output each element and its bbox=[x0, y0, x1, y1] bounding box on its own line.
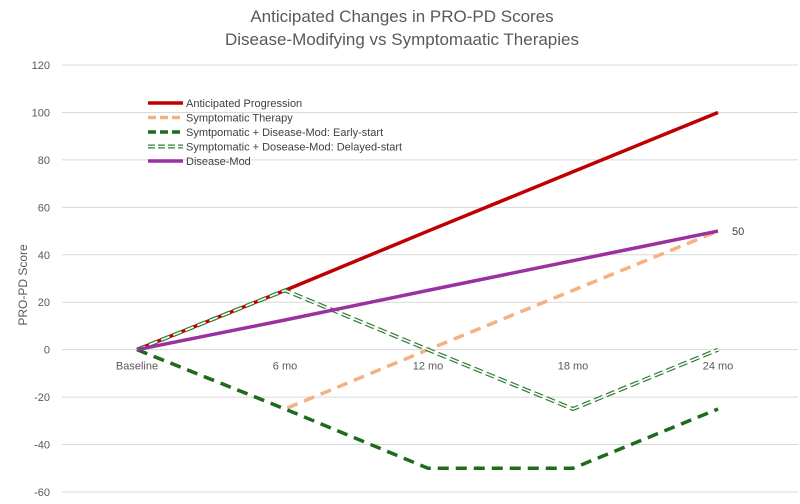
legend-item: Disease-Mod bbox=[148, 156, 251, 168]
data-label: 50 bbox=[732, 226, 744, 238]
gridlines bbox=[62, 64, 798, 493]
chart-title-line-2: Disease-Modifying vs Symptomaatic Therap… bbox=[225, 30, 579, 49]
legend-label: Symptomatic + Dosease-Mod: Delayed-start bbox=[186, 142, 402, 154]
y-tick-label: -60 bbox=[34, 487, 50, 499]
y-tick-label: -20 bbox=[34, 392, 50, 404]
y-axis-title: PRO-PD Score bbox=[16, 244, 30, 326]
y-tick-label: 40 bbox=[38, 250, 50, 262]
legend: Anticipated Progression Symptomatic Thera… bbox=[148, 98, 402, 168]
series-line-4-inner bbox=[136, 289, 719, 410]
y-tick-label: 80 bbox=[38, 155, 50, 167]
legend-item: Anticipated Progression bbox=[148, 98, 302, 110]
legend-item: Symptomatic + Dosease-Mod: Delayed-start bbox=[148, 142, 402, 154]
legend-label: Anticipated Progression bbox=[186, 98, 302, 110]
data-labels: 50 bbox=[732, 226, 744, 238]
y-tick-label: 0 bbox=[44, 345, 50, 357]
y-tick-label: 20 bbox=[38, 297, 50, 309]
x-tick-label: 6 mo bbox=[273, 361, 297, 373]
y-tick-label: 60 bbox=[38, 202, 50, 214]
legend-label: Symptomatic Therapy bbox=[186, 113, 293, 125]
x-tick-label: Baseline bbox=[116, 361, 158, 373]
y-axis-ticks: -60 -40 -20 0 20 40 60 80 100 120 bbox=[32, 60, 50, 499]
series-line-5 bbox=[136, 229, 719, 352]
x-tick-label: 18 mo bbox=[558, 361, 589, 373]
legend-label: Symtpomatic + Disease-Mod: Early-start bbox=[186, 127, 383, 139]
legend-item: Symptomatic Therapy bbox=[148, 113, 293, 125]
y-tick-label: 120 bbox=[32, 60, 50, 72]
chart-title-line-1: Anticipated Changes in PRO-PD Scores bbox=[250, 7, 553, 26]
x-tick-label: 12 mo bbox=[413, 361, 444, 373]
x-tick-label: 24 mo bbox=[703, 361, 734, 373]
x-axis-ticks: Baseline 6 mo 12 mo 18 mo 24 mo bbox=[116, 361, 733, 373]
series-line-2 bbox=[136, 229, 719, 411]
y-tick-label: -40 bbox=[34, 440, 50, 452]
series-lines bbox=[136, 110, 719, 471]
legend-label: Disease-Mod bbox=[186, 156, 251, 168]
series-line-3 bbox=[136, 348, 719, 471]
legend-item: Symtpomatic + Disease-Mod: Early-start bbox=[148, 127, 383, 139]
y-tick-label: 100 bbox=[32, 107, 50, 119]
